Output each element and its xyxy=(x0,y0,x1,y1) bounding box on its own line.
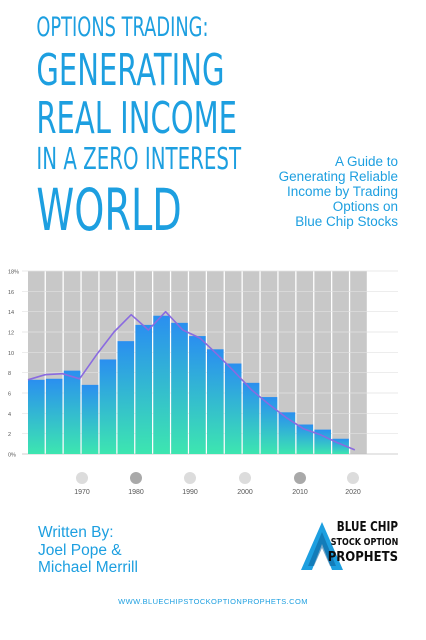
bar xyxy=(189,336,206,454)
x-tick-label: 2010 xyxy=(292,489,308,496)
bar xyxy=(224,363,242,454)
column-background xyxy=(314,271,331,454)
logo-wordmark: BLUE CHIP STOCK OPTION PROPHETS xyxy=(314,520,399,566)
bar xyxy=(260,397,278,454)
column-background xyxy=(350,271,367,454)
publisher-logo: BLUE CHIP STOCK OPTION PROPHETS xyxy=(300,520,398,572)
bar xyxy=(81,384,99,454)
subtitle-line: A Guide to xyxy=(334,154,398,169)
title-line-3: REAL INCOME xyxy=(36,93,238,144)
y-tick-label: 4 xyxy=(8,412,11,418)
x-axis-marker xyxy=(76,472,88,484)
x-axis-marker xyxy=(130,472,142,484)
x-axis-marker xyxy=(184,472,196,484)
bar xyxy=(153,315,170,454)
column-background xyxy=(332,271,349,454)
bar xyxy=(278,412,296,454)
y-tick-label: 18% xyxy=(8,270,19,276)
bar xyxy=(135,324,152,454)
title-line-2: GENERATING xyxy=(36,45,225,96)
subtitle: A Guide to Generating Reliable Income by… xyxy=(218,154,398,229)
trend-line xyxy=(27,310,356,451)
author-1: Joel Pope & xyxy=(38,541,122,559)
x-tick-label: 1980 xyxy=(128,489,144,496)
written-by-label: Written By: xyxy=(38,524,114,541)
subtitle-line: Income by Trading xyxy=(286,184,398,199)
column-background xyxy=(296,271,314,454)
bar xyxy=(99,359,117,454)
y-tick-label: 6 xyxy=(8,392,11,398)
bar xyxy=(45,378,63,454)
y-tick-label: 16 xyxy=(8,290,14,296)
authors: Written By: Joel Pope & Michael Merrill xyxy=(38,524,138,577)
interest-rate-chart: 0% 2 4 6 8 10 12 14 16 18% 1970 1980 1990 2000 2010 20… xyxy=(8,270,398,496)
column-background xyxy=(278,271,296,454)
bar xyxy=(171,322,188,454)
book-title: OPTIONS TRADING: GENERATING REAL INCOME … xyxy=(0,12,242,244)
bar xyxy=(63,370,81,454)
bar xyxy=(314,429,331,454)
subtitle-line: Options on xyxy=(332,199,398,214)
x-tick-label: 1970 xyxy=(74,489,90,496)
y-tick-label: 0% xyxy=(8,453,16,459)
y-tick-label: 2 xyxy=(8,432,11,438)
subtitle-line: Blue Chip Stocks xyxy=(295,214,398,229)
y-tick-label: 14 xyxy=(8,310,14,316)
x-tick-label: 2000 xyxy=(237,489,253,496)
y-tick-label: 8 xyxy=(8,371,11,377)
title-line-1: OPTIONS TRADING: xyxy=(36,12,209,43)
bar xyxy=(242,382,260,454)
x-tick-label: 2020 xyxy=(345,489,361,496)
y-tick-label: 10 xyxy=(8,351,14,357)
website-url: WWW.BLUECHIPSTOCKOPTIONPROPHETS.COM xyxy=(118,597,308,606)
logo-line-2: STOCK OPTION xyxy=(330,537,399,548)
title-line-4: IN A ZERO INTEREST xyxy=(36,142,242,177)
triangle-a-icon xyxy=(301,522,343,570)
x-axis-marker xyxy=(347,472,359,484)
x-tick-label: 1990 xyxy=(182,489,198,496)
logo-line-3: PROPHETS xyxy=(327,550,398,565)
subtitle-line: Generating Reliable xyxy=(278,169,398,184)
author-2: Michael Merrill xyxy=(38,559,138,576)
x-axis-marker xyxy=(239,472,251,484)
bar xyxy=(296,424,314,454)
x-axis-marker xyxy=(294,472,306,484)
bar xyxy=(117,341,135,454)
bar xyxy=(207,349,224,454)
logo-line-1: BLUE CHIP xyxy=(336,520,398,535)
bar xyxy=(28,379,45,454)
title-line-5: WORLD xyxy=(36,176,182,244)
y-tick-label: 12 xyxy=(8,331,14,337)
